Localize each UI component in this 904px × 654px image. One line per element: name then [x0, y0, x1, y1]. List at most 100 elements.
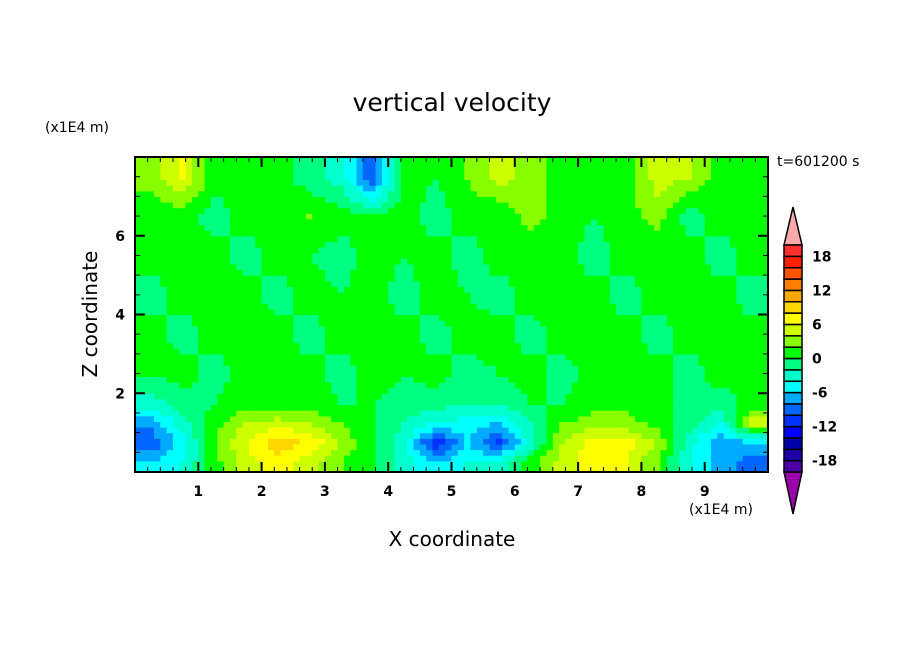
- contour-cell: [540, 404, 548, 411]
- contour-cell: [179, 320, 187, 327]
- contour-cell: [533, 202, 541, 209]
- contour-cell: [160, 235, 168, 242]
- contour-cell: [521, 370, 529, 377]
- contour-cell: [540, 297, 548, 304]
- contour-cell: [527, 263, 535, 271]
- contour-cell: [407, 410, 415, 417]
- contour-cell: [508, 218, 516, 226]
- contour-cell: [590, 263, 598, 271]
- contour-cell: [223, 449, 231, 456]
- contour-cell: [375, 455, 383, 462]
- contour-cell: [280, 325, 288, 332]
- contour-cell: [160, 427, 168, 434]
- contour-cell: [147, 308, 155, 316]
- contour-cell: [356, 421, 364, 428]
- contour-cell: [166, 415, 174, 422]
- contour-cell: [318, 365, 326, 372]
- contour-cell: [565, 275, 573, 282]
- contour-cell: [267, 449, 275, 456]
- contour-cell: [413, 348, 421, 355]
- contour-cell: [641, 213, 649, 220]
- contour-cell: [267, 353, 275, 361]
- contour-cell: [717, 320, 725, 327]
- contour-cell: [229, 393, 237, 400]
- contour-cell: [217, 303, 225, 310]
- contour-cell: [261, 410, 269, 417]
- contour-cell: [419, 292, 427, 299]
- contour-cell: [381, 286, 389, 293]
- contour-cell: [521, 297, 529, 304]
- contour-cell: [622, 370, 630, 377]
- contour-cell: [312, 438, 320, 445]
- contour-cell: [166, 280, 174, 287]
- contour-cell: [217, 393, 225, 400]
- contour-cell: [350, 455, 358, 462]
- contour-cell: [761, 421, 769, 428]
- contour-cell: [318, 359, 326, 366]
- contour-cell: [717, 455, 725, 462]
- contour-cell: [179, 258, 187, 265]
- contour-cell: [166, 348, 174, 355]
- contour-cell: [236, 455, 244, 462]
- contour-cell: [369, 382, 377, 389]
- contour-cell: [388, 398, 396, 406]
- contour-cell: [635, 337, 642, 344]
- contour-cell: [413, 263, 421, 271]
- contour-cell: [527, 235, 535, 242]
- contour-cell: [419, 331, 427, 338]
- contour-cell: [413, 308, 421, 316]
- contour-cell: [369, 376, 377, 383]
- contour-cell: [242, 320, 250, 327]
- contour-cell: [514, 415, 522, 422]
- contour-cell: [135, 224, 142, 231]
- contour-cell: [318, 460, 326, 467]
- contour-cell: [426, 320, 434, 327]
- contour-cell: [217, 404, 225, 411]
- contour-cell: [248, 207, 256, 214]
- contour-cell: [394, 449, 402, 456]
- contour-cell: [217, 297, 225, 304]
- contour-cell: [730, 427, 737, 434]
- contour-cell: [362, 427, 370, 434]
- contour-cell: [191, 432, 199, 439]
- contour-cell: [495, 393, 503, 400]
- contour-cell: [502, 443, 510, 451]
- contour-cell: [198, 432, 206, 439]
- contour-cell: [242, 207, 250, 214]
- contour-cell: [730, 432, 737, 439]
- contour-cell: [546, 196, 554, 203]
- contour-cell: [559, 449, 567, 456]
- contour-cell: [578, 247, 586, 254]
- contour-cell: [736, 235, 744, 242]
- contour-cell: [331, 297, 339, 304]
- contour-cell: [210, 190, 218, 197]
- contour-cell: [495, 365, 503, 372]
- contour-cell: [299, 376, 307, 383]
- contour-cell: [761, 303, 769, 310]
- contour-cell: [293, 314, 301, 321]
- contour-cell: [495, 432, 503, 439]
- contour-cell: [647, 410, 655, 417]
- contour-cell: [388, 460, 396, 467]
- contour-cell: [369, 247, 377, 254]
- contour-cell: [274, 190, 282, 197]
- contour-cell: [470, 196, 478, 203]
- contour-cell: [755, 224, 763, 231]
- contour-cell: [204, 303, 212, 310]
- contour-cell: [609, 292, 617, 299]
- contour-cell: [369, 213, 377, 220]
- contour-cell: [723, 207, 731, 214]
- contour-cell: [153, 449, 161, 456]
- contour-cell: [742, 342, 750, 349]
- contour-cell: [204, 320, 212, 327]
- contour-cell: [559, 410, 567, 417]
- contour-cell: [616, 387, 624, 394]
- contour-cell: [362, 292, 370, 299]
- contour-cell: [210, 241, 218, 248]
- contour-cell: [552, 196, 560, 203]
- contour-cell: [628, 292, 636, 299]
- contour-cell: [603, 466, 611, 473]
- contour-cell: [147, 325, 155, 332]
- contour-cell: [673, 224, 680, 231]
- contour-cell: [603, 297, 611, 304]
